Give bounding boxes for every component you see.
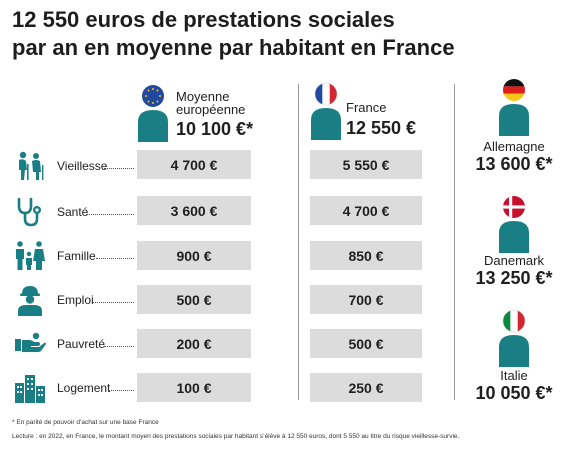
stethoscope-icon	[14, 196, 46, 228]
france-person-icon	[310, 82, 342, 140]
france-total: 12 550 €	[346, 118, 417, 138]
country-value-allemagne: 13 600 €*	[475, 154, 553, 174]
leader-line	[108, 390, 134, 391]
france-label: France	[346, 100, 387, 115]
title-line-2: par an en moyenne par habitant en France	[12, 35, 455, 60]
fr-value-famille: 850 €	[310, 241, 422, 270]
eu-value-sante: 3 600 €	[137, 196, 251, 225]
fr-value-sante: 4 700 €	[310, 196, 422, 225]
country-name-italie: Italie	[500, 368, 528, 383]
footnote-ppa: * En parité de pouvoir d’achat sur une b…	[12, 419, 159, 426]
fr-value-pauvrete: 500 €	[310, 329, 422, 358]
footnote-lecture: Lecture : en 2022, en France, le montant…	[12, 433, 460, 440]
category-label-emploi: Emploi	[57, 293, 94, 307]
worker-icon	[14, 284, 46, 316]
country-name-danemark: Danemark	[484, 253, 544, 268]
eu-label-line-2: européenne	[176, 102, 246, 117]
leader-line	[86, 214, 134, 215]
leader-line	[92, 302, 134, 303]
category-label-logement: Logement	[57, 381, 111, 395]
country-value-danemark: 13 250 €*	[475, 268, 553, 288]
category-label-vieillesse: Vieillesse	[57, 159, 108, 173]
leader-line	[96, 258, 134, 259]
eu-label-line-1: Moyenne	[176, 89, 230, 104]
elderly-couple-icon	[14, 150, 46, 182]
family-icon	[14, 240, 46, 272]
category-label-famille: Famille	[57, 249, 96, 263]
country-name-allemagne: Allemagne	[483, 139, 545, 154]
eu-total: 10 100 €*	[176, 119, 254, 139]
eu-person-icon	[137, 84, 169, 142]
eu-value-logement: 100 €	[137, 373, 251, 402]
fr-value-emploi: 700 €	[310, 285, 422, 314]
eu-value-famille: 900 €	[137, 241, 251, 270]
eu-value-vieillesse: 4 700 €	[137, 150, 251, 179]
eu-value-emploi: 500 €	[137, 285, 251, 314]
chart-title: 12 550 euros de prestations sociales par…	[12, 6, 562, 62]
leader-line	[104, 346, 134, 347]
leader-line	[104, 168, 134, 169]
eu-value-pauvrete: 200 €	[137, 329, 251, 358]
buildings-icon	[14, 371, 46, 403]
helping-hand-icon	[14, 328, 46, 360]
category-label-sante: Santé	[57, 205, 89, 219]
column-divider-2	[454, 84, 455, 400]
fr-value-vieillesse: 5 550 €	[310, 150, 422, 179]
germany-person-icon	[498, 78, 530, 136]
denmark-person-icon	[498, 195, 530, 253]
title-line-1: 12 550 euros de prestations sociales	[12, 7, 395, 32]
country-value-italie: 10 050 €*	[475, 383, 553, 403]
category-label-pauvrete: Pauvreté	[57, 337, 106, 351]
fr-value-logement: 250 €	[310, 373, 422, 402]
italy-person-icon	[498, 309, 530, 367]
column-divider-1	[298, 84, 299, 400]
